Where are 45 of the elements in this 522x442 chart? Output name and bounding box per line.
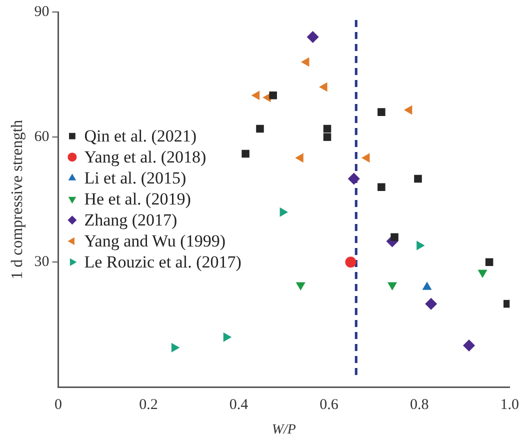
point <box>319 82 328 92</box>
y-tick-label: 30 <box>34 254 50 270</box>
point <box>242 150 250 158</box>
point <box>503 300 510 308</box>
point <box>361 153 370 163</box>
point <box>345 256 356 268</box>
point <box>306 31 319 44</box>
point <box>387 282 398 291</box>
legend-label: Yang and Wu (1999) <box>84 232 226 251</box>
x-tick-label: 0.4 <box>229 397 249 414</box>
point <box>256 124 264 133</box>
x-tick-label: 0.2 <box>139 397 158 414</box>
x-tick-label: 1.0 <box>500 397 519 414</box>
legend-label: Li et al. (2015) <box>84 168 186 188</box>
point <box>295 153 304 163</box>
legend-label: Yang et al. (2018) <box>84 148 206 167</box>
y-axis-title: 1 d compressive strength <box>8 120 26 280</box>
point <box>378 183 386 191</box>
point <box>404 105 412 115</box>
point <box>251 90 260 100</box>
x-tick-label: 0.6 <box>320 397 339 414</box>
point <box>223 332 232 342</box>
point <box>485 258 494 266</box>
point <box>348 172 360 185</box>
point <box>296 282 306 291</box>
point <box>300 57 310 67</box>
point <box>425 298 438 310</box>
y-tick-label: 60 <box>34 129 50 146</box>
x-tick-label: 0.8 <box>410 397 429 414</box>
legend-label: Zhang (2017) <box>84 210 178 230</box>
point <box>478 270 488 278</box>
point <box>414 174 422 183</box>
point <box>390 233 398 242</box>
point <box>171 342 180 352</box>
point <box>269 91 277 100</box>
point <box>378 108 386 116</box>
legend-label: Qin et al. (2021) <box>84 126 197 146</box>
point <box>323 124 332 133</box>
legend-label: Le Rouzic et al. (2017) <box>84 252 242 272</box>
legend-label: He et al. (2019) <box>84 190 191 209</box>
x-axis-title: W/P <box>272 422 296 438</box>
point <box>462 340 475 352</box>
point <box>323 133 332 141</box>
x-tick-label: 0 <box>54 397 62 414</box>
y-tick-label: 90 <box>34 4 50 20</box>
